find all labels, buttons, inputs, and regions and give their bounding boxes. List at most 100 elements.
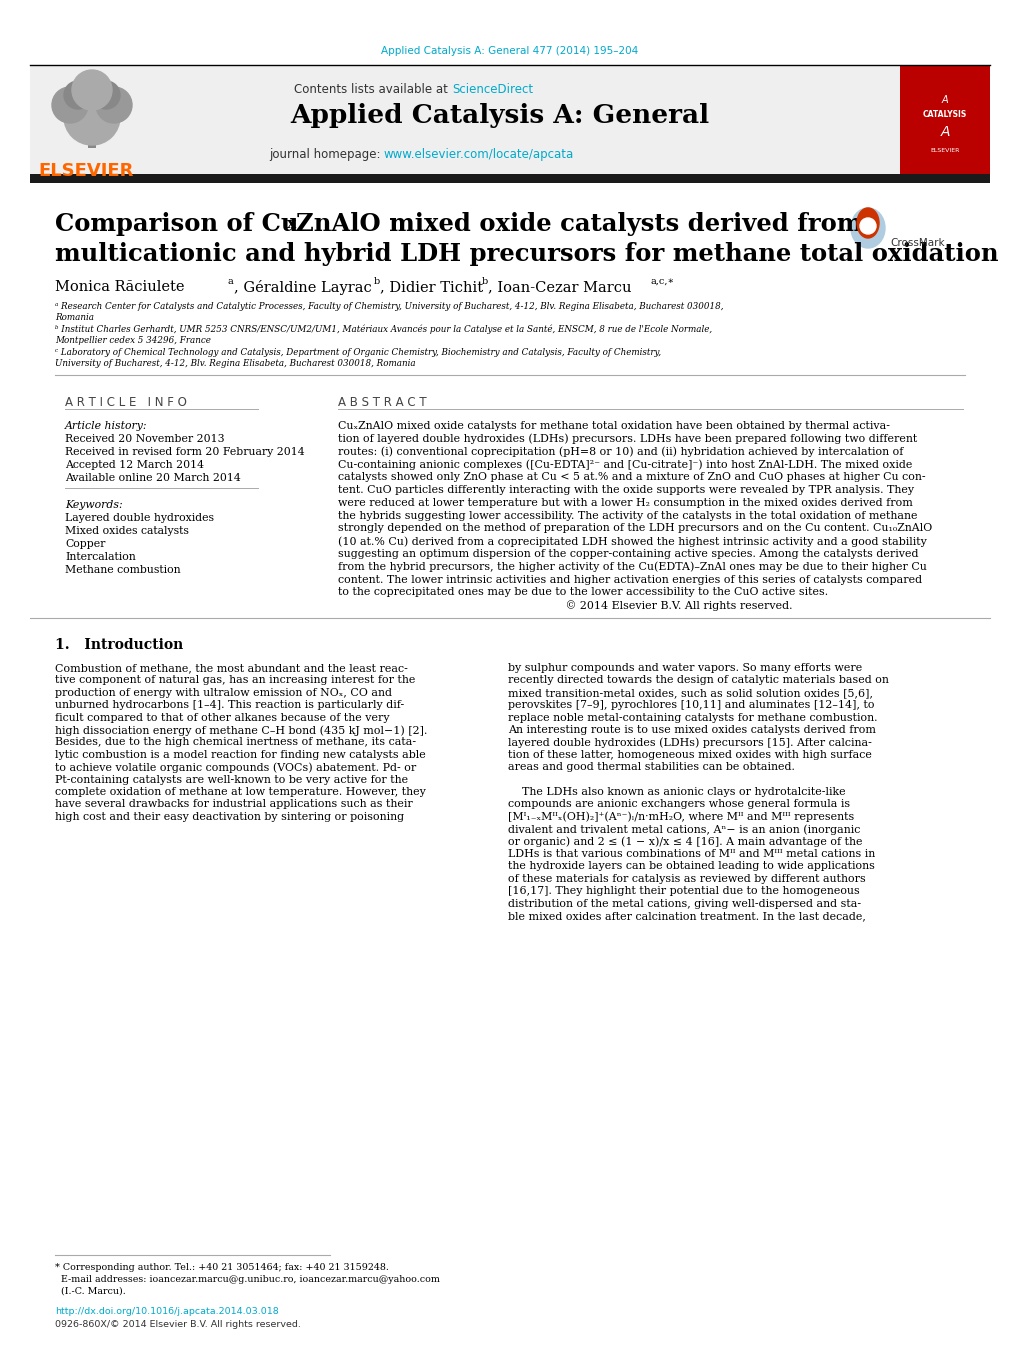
Text: Applied Catalysis A: General: Applied Catalysis A: General [290, 103, 709, 128]
Text: Contents lists available at: Contents lists available at [294, 82, 451, 96]
Text: catalysts showed only ZnO phase at Cu < 5 at.% and a mixture of ZnO and CuO phas: catalysts showed only ZnO phase at Cu < … [337, 473, 924, 482]
Text: tion of layered double hydroxides (LDHs) precursors. LDHs have been prepared fol: tion of layered double hydroxides (LDHs)… [337, 434, 916, 444]
Text: (I.-C. Marcu).: (I.-C. Marcu). [55, 1288, 125, 1296]
Text: University of Bucharest, 4-12, Blv. Regina Elisabeta, Bucharest 030018, Romania: University of Bucharest, 4-12, Blv. Regi… [55, 359, 415, 367]
Text: 0926-860X/© 2014 Elsevier B.V. All rights reserved.: 0926-860X/© 2014 Elsevier B.V. All right… [55, 1320, 301, 1329]
Circle shape [859, 218, 875, 234]
Circle shape [64, 81, 92, 109]
Text: Available online 20 March 2014: Available online 20 March 2014 [65, 473, 240, 484]
Text: CuₓZnAlO mixed oxide catalysts for methane total oxidation have been obtained by: CuₓZnAlO mixed oxide catalysts for metha… [337, 422, 890, 431]
Text: tent. CuO particles differently interacting with the oxide supports were reveale: tent. CuO particles differently interact… [337, 485, 913, 494]
Text: Article history:: Article history: [65, 422, 148, 431]
Text: routes: (i) conventional coprecipitation (pH=8 or 10) and (ii) hybridation achie: routes: (i) conventional coprecipitation… [337, 447, 903, 457]
Text: x: x [286, 218, 296, 231]
Text: (10 at.% Cu) derived from a coprecipitated LDH showed the highest intrinsic acti: (10 at.% Cu) derived from a coprecipitat… [337, 536, 926, 547]
Text: , Ioan-Cezar Marcu: , Ioan-Cezar Marcu [487, 280, 631, 295]
Text: CATALYSIS: CATALYSIS [922, 109, 966, 119]
Text: layered double hydroxides (LDHs) precursors [15]. After calcina-: layered double hydroxides (LDHs) precurs… [507, 738, 871, 748]
Text: Methane combustion: Methane combustion [65, 565, 180, 576]
Text: ficult compared to that of other alkanes because of the very: ficult compared to that of other alkanes… [55, 712, 389, 723]
Text: suggesting an optimum dispersion of the copper-containing active species. Among : suggesting an optimum dispersion of the … [337, 549, 917, 559]
Text: complete oxidation of methane at low temperature. However, they: complete oxidation of methane at low tem… [55, 788, 426, 797]
Text: ble mixed oxides after calcination treatment. In the last decade,: ble mixed oxides after calcination treat… [507, 911, 865, 921]
Text: ZnAlO mixed oxide catalysts derived from: ZnAlO mixed oxide catalysts derived from [296, 212, 861, 236]
Text: Mixed oxides catalysts: Mixed oxides catalysts [65, 526, 189, 536]
Text: compounds are anionic exchangers whose general formula is: compounds are anionic exchangers whose g… [507, 800, 849, 809]
Text: perovskites [7–9], pyrochlores [10,11] and aluminates [12–14], to: perovskites [7–9], pyrochlores [10,11] a… [507, 700, 873, 711]
Text: Received in revised form 20 February 2014: Received in revised form 20 February 201… [65, 447, 305, 457]
Text: 1.   Introduction: 1. Introduction [55, 638, 183, 653]
Text: ᵃ Research Center for Catalysts and Catalytic Processes, Faculty of Chemistry, U: ᵃ Research Center for Catalysts and Cata… [55, 303, 722, 311]
Text: were reduced at lower temperature but with a lower H₂ consumption in the mixed o: were reduced at lower temperature but wi… [337, 497, 912, 508]
Text: multicationic and hybrid LDH precursors for methane total oxidation: multicationic and hybrid LDH precursors … [55, 242, 998, 266]
Text: ELSEVIER: ELSEVIER [38, 162, 133, 180]
Text: Romania: Romania [55, 313, 94, 322]
Text: A: A [941, 95, 948, 105]
Text: of these materials for catalysis as reviewed by different authors: of these materials for catalysis as revi… [507, 874, 865, 884]
Text: divalent and trivalent metal cations, Aⁿ− is an anion (inorganic: divalent and trivalent metal cations, Aⁿ… [507, 824, 860, 835]
Text: , Géraldine Layrac: , Géraldine Layrac [233, 280, 371, 295]
Text: the hybrids suggesting lower accessibility. The activity of the catalysts in the: the hybrids suggesting lower accessibili… [337, 511, 917, 520]
Ellipse shape [856, 208, 878, 238]
Text: from the hybrid precursors, the higher activity of the Cu(EDTA)–ZnAl ones may be: from the hybrid precursors, the higher a… [337, 562, 926, 573]
Text: Copper: Copper [65, 539, 105, 549]
Text: A R T I C L E   I N F O: A R T I C L E I N F O [65, 396, 186, 409]
Text: Keywords:: Keywords: [65, 500, 122, 509]
Text: The LDHs also known as anionic clays or hydrotalcite-like: The LDHs also known as anionic clays or … [507, 788, 845, 797]
Text: lytic combustion is a model reaction for finding new catalysts able: lytic combustion is a model reaction for… [55, 750, 425, 759]
Text: tion of these latter, homogeneous mixed oxides with high surface: tion of these latter, homogeneous mixed … [507, 750, 871, 759]
Text: have several drawbacks for industrial applications such as their: have several drawbacks for industrial ap… [55, 800, 413, 809]
Text: , Didier Tichit: , Didier Tichit [380, 280, 483, 295]
Bar [899, 65, 989, 176]
Text: journal homepage:: journal homepage: [268, 149, 383, 161]
Text: or organic) and 2 ≤ (1 − x)/x ≤ 4 [16]. A main advantage of the: or organic) and 2 ≤ (1 − x)/x ≤ 4 [16]. … [507, 836, 862, 847]
Text: ScienceDirect: ScienceDirect [451, 82, 533, 96]
Text: Pt-containing catalysts are well-known to be very active for the: Pt-containing catalysts are well-known t… [55, 774, 408, 785]
Bar [88, 128, 96, 149]
Text: Cu-containing anionic complexes ([Cu-EDTA]²⁻ and [Cu-citrate]⁻) into host ZnAl-L: Cu-containing anionic complexes ([Cu-EDT… [337, 459, 911, 470]
Text: the hydroxide layers can be obtained leading to wide applications: the hydroxide layers can be obtained lea… [507, 862, 874, 871]
Text: ᶜ Laboratory of Chemical Technology and Catalysis, Department of Organic Chemist: ᶜ Laboratory of Chemical Technology and … [55, 349, 660, 357]
Text: tive component of natural gas, has an increasing interest for the: tive component of natural gas, has an in… [55, 676, 415, 685]
Text: replace noble metal-containing catalysts for methane combustion.: replace noble metal-containing catalysts… [507, 712, 876, 723]
Text: © 2014 Elsevier B.V. All rights reserved.: © 2014 Elsevier B.V. All rights reserved… [337, 600, 792, 611]
Text: Received 20 November 2013: Received 20 November 2013 [65, 434, 224, 444]
Text: to achieve volatile organic compounds (VOCs) abatement. Pd- or: to achieve volatile organic compounds (V… [55, 762, 416, 773]
Text: Monica Răciulete: Monica Răciulete [55, 280, 184, 295]
Text: b: b [374, 277, 380, 286]
Text: mixed transition-metal oxides, such as solid solution oxides [5,6],: mixed transition-metal oxides, such as s… [507, 688, 872, 698]
Circle shape [64, 89, 120, 145]
Text: Montpellier cedex 5 34296, France: Montpellier cedex 5 34296, France [55, 336, 211, 345]
Text: Intercalation: Intercalation [65, 553, 136, 562]
Bar [32, 65, 160, 172]
Bar [30, 65, 899, 176]
Text: CrossMark: CrossMark [890, 238, 944, 249]
Circle shape [72, 70, 112, 109]
Text: http://dx.doi.org/10.1016/j.apcata.2014.03.018: http://dx.doi.org/10.1016/j.apcata.2014.… [55, 1306, 278, 1316]
Text: strongly depended on the method of preparation of the LDH precursors and on the : strongly depended on the method of prepa… [337, 523, 931, 534]
Text: Combustion of methane, the most abundant and the least reac-: Combustion of methane, the most abundant… [55, 663, 408, 673]
Text: unburned hydrocarbons [1–4]. This reaction is particularly dif-: unburned hydrocarbons [1–4]. This reacti… [55, 700, 404, 711]
Bar [30, 174, 989, 182]
Text: www.elsevier.com/locate/apcata: www.elsevier.com/locate/apcata [383, 149, 574, 161]
Text: [Mᴵ₁₋ₓMᴵᴵₓ(OH)₂]⁺(Aⁿ⁻)ₗ/n·mH₂O, where Mᴵᴵ and Mᴵᴵᴵ represents: [Mᴵ₁₋ₓMᴵᴵₓ(OH)₂]⁺(Aⁿ⁻)ₗ/n·mH₂O, where Mᴵ… [507, 812, 854, 823]
Text: high cost and their easy deactivation by sintering or poisoning: high cost and their easy deactivation by… [55, 812, 404, 821]
Text: Accepted 12 March 2014: Accepted 12 March 2014 [65, 459, 204, 470]
Text: Besides, due to the high chemical inertness of methane, its cata-: Besides, due to the high chemical inertn… [55, 738, 416, 747]
Text: ELSEVIER: ELSEVIER [929, 149, 959, 153]
Circle shape [92, 81, 120, 109]
Ellipse shape [850, 208, 884, 249]
Text: content. The lower intrinsic activities and higher activation energies of this s: content. The lower intrinsic activities … [337, 574, 921, 585]
Text: recently directed towards the design of catalytic materials based on: recently directed towards the design of … [507, 676, 888, 685]
Text: * Corresponding author. Tel.: +40 21 3051464; fax: +40 21 3159248.: * Corresponding author. Tel.: +40 21 305… [55, 1263, 388, 1273]
Text: b: b [482, 277, 488, 286]
Text: high dissociation energy of methane C–H bond (435 kJ mol−1) [2].: high dissociation energy of methane C–H … [55, 725, 427, 735]
Text: distribution of the metal cations, giving well-dispersed and sta-: distribution of the metal cations, givin… [507, 898, 860, 909]
Text: Comparison of Cu: Comparison of Cu [55, 212, 299, 236]
Text: An interesting route is to use mixed oxides catalysts derived from: An interesting route is to use mixed oxi… [507, 725, 875, 735]
Text: by sulphur compounds and water vapors. So many efforts were: by sulphur compounds and water vapors. S… [507, 663, 861, 673]
Text: Layered double hydroxides: Layered double hydroxides [65, 513, 214, 523]
Text: E-mail addresses: ioancezar.marcu@g.unibuc.ro, ioancezar.marcu@yahoo.com: E-mail addresses: ioancezar.marcu@g.unib… [55, 1275, 439, 1283]
Text: a,c,∗: a,c,∗ [650, 277, 675, 286]
Text: ᵇ Institut Charles Gerhardt, UMR 5253 CNRS/ENSC/UM2/UM1, Matériaux Avancés pour : ᵇ Institut Charles Gerhardt, UMR 5253 CN… [55, 326, 711, 335]
